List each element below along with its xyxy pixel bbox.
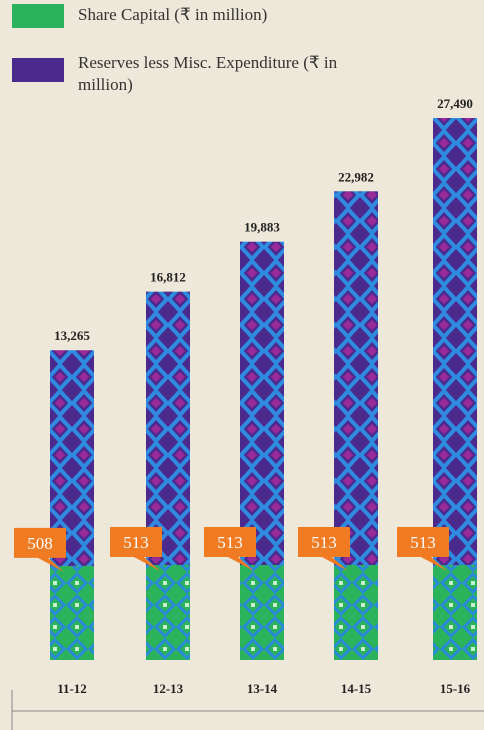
value-label: 27,490 [437,96,473,111]
bar-segment [146,565,190,660]
legend-item: Reserves less Misc. Expenditure (₹ in mi… [12,52,348,96]
legend-item: Share Capital (₹ in million) [12,4,378,28]
x-tick-label: 12-13 [153,681,184,696]
bar-segment [334,191,378,565]
bar-segment [50,566,94,660]
x-tick-label: 11-12 [57,681,87,696]
legend-label: Share Capital (₹ in million) [78,4,378,26]
x-tick-label: 13-14 [247,681,278,696]
x-tick-label: 14-15 [341,681,372,696]
x-tick-label: 15-16 [440,681,471,696]
bar-segment [240,242,284,565]
value-label: 13,265 [54,328,90,343]
data-label: 508 [27,534,53,553]
legend-label: Reserves less Misc. Expenditure (₹ in mi… [78,52,348,96]
value-label: 22,982 [338,169,374,184]
page: 13,265 508 11-12 16,812 513 12-13 19,883 513 13-… [0,0,484,730]
chart: 13,265 508 11-12 16,812 513 12-13 19,883 513 13-… [0,0,484,730]
data-label: 513 [217,533,243,552]
bar-segment [433,565,477,660]
data-label: 513 [123,533,149,552]
bar-segment [433,118,477,565]
value-label: 16,812 [150,270,186,285]
data-label: 513 [311,533,337,552]
legend-swatch [12,4,64,28]
data-label: 513 [410,533,436,552]
bar-segment [146,292,190,565]
value-label: 19,883 [244,220,280,235]
legend-swatch [12,58,64,82]
bar-segment [240,565,284,660]
bar-segment [334,565,378,660]
